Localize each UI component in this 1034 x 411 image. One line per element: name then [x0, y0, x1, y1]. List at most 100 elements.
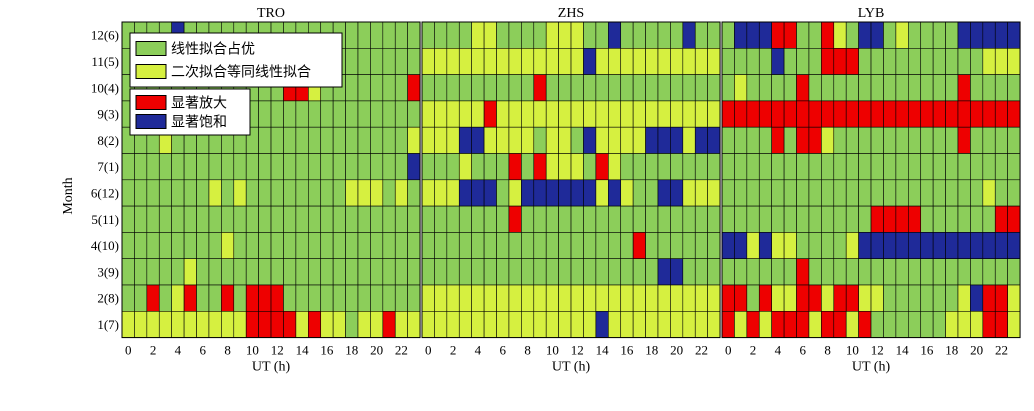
- heatmap-cell: [345, 100, 359, 128]
- heatmap-cell: [483, 126, 497, 154]
- heatmap-cell: [620, 21, 634, 49]
- heatmap-cell: [583, 74, 597, 102]
- heatmap-cell: [270, 258, 284, 286]
- heatmap-cell: [970, 258, 984, 286]
- heatmap-cell: [1007, 179, 1021, 207]
- heatmap-cell: [920, 21, 934, 49]
- heatmap-cell: [558, 258, 572, 286]
- heatmap-cell: [657, 310, 671, 338]
- heatmap-cell: [994, 100, 1008, 128]
- heatmap-cell: [657, 179, 671, 207]
- heatmap-cell: [796, 47, 810, 75]
- heatmap-cell: [320, 310, 334, 338]
- x-tick-label: 22: [695, 343, 708, 358]
- heatmap-cell: [357, 284, 371, 312]
- heatmap-cell: [545, 126, 559, 154]
- heatmap-cell: [883, 179, 897, 207]
- heatmap-cell: [320, 100, 334, 128]
- heatmap-cell: [707, 74, 721, 102]
- heatmap-cell: [295, 179, 309, 207]
- heatmap-cell: [307, 179, 322, 207]
- heatmap-cell: [858, 21, 872, 49]
- heatmap-cell: [421, 310, 435, 338]
- heatmap-cell: [607, 232, 622, 259]
- heatmap-cell: [845, 179, 859, 207]
- heatmap-cell: [533, 232, 547, 259]
- x-tick-label: 22: [995, 343, 1008, 358]
- heatmap-cell: [434, 153, 448, 181]
- heatmap-cell: [883, 284, 897, 312]
- heatmap-cell: [833, 21, 847, 49]
- heatmap-cell: [270, 153, 284, 181]
- heatmap-cell: [208, 284, 222, 312]
- heatmap-cell: [746, 126, 760, 154]
- heatmap-cell: [670, 47, 684, 75]
- heatmap-cell: [694, 21, 708, 49]
- heatmap-cell: [357, 153, 371, 181]
- heatmap-cell: [808, 205, 822, 233]
- panel-frame: [421, 21, 721, 339]
- heatmap-cell: [345, 179, 359, 207]
- y-tick-label: 8(2): [97, 133, 119, 148]
- heatmap-cell: [158, 310, 172, 338]
- heatmap-cell: [570, 232, 584, 259]
- heatmap-cell: [245, 310, 259, 338]
- heatmap-cell: [670, 153, 684, 181]
- heatmap-cell: [1007, 232, 1021, 259]
- heatmap-cell: [558, 310, 572, 338]
- heatmap-cell: [707, 47, 721, 75]
- heatmap-cell: [382, 179, 396, 207]
- heatmap-cell: [632, 284, 646, 312]
- heatmap-cell: [682, 100, 696, 128]
- x-tick-label: 10: [546, 343, 559, 358]
- heatmap-cell: [545, 179, 559, 207]
- heatmap-cell: [607, 126, 622, 154]
- heatmap-cell: [407, 100, 421, 128]
- heatmap-cell: [407, 126, 421, 154]
- heatmap-cell: [883, 100, 897, 128]
- heatmap-cell: [357, 310, 371, 338]
- heatmap-cell: [570, 21, 584, 49]
- heatmap-cell: [682, 258, 696, 286]
- heatmap-cell: [771, 153, 785, 181]
- heatmap-cell: [970, 310, 984, 338]
- heatmap-cell: [245, 232, 259, 259]
- heatmap-cell: [258, 100, 272, 128]
- heatmap-cell: [258, 179, 272, 207]
- x-tick-label: 6: [799, 343, 806, 358]
- heatmap-cell: [595, 258, 609, 286]
- heatmap-cell: [707, 310, 721, 338]
- heatmap-cell: [570, 284, 584, 312]
- heatmap-cell: [434, 21, 448, 49]
- heatmap-cell: [645, 232, 659, 259]
- heatmap-cell: [758, 21, 772, 49]
- heatmap-cell: [471, 153, 485, 181]
- heatmap-cell: [345, 205, 359, 233]
- heatmap-cell: [858, 126, 872, 154]
- heatmap-cell: [332, 258, 346, 286]
- heatmap-cell: [508, 232, 522, 259]
- heatmap-cell: [670, 74, 684, 102]
- heatmap-cell: [158, 205, 172, 233]
- heatmap-cell: [558, 179, 572, 207]
- heatmap-cell: [183, 153, 197, 181]
- heatmap-cell: [858, 258, 872, 286]
- heatmap-cell: [883, 74, 897, 102]
- heatmap-cell: [907, 232, 922, 259]
- heatmap-cell: [870, 258, 884, 286]
- heatmap-cell: [982, 21, 996, 49]
- heatmap-cell: [146, 310, 160, 338]
- heatmap-cell: [796, 179, 810, 207]
- heatmap-cell: [121, 179, 135, 207]
- heatmap-cell: [870, 126, 884, 154]
- heatmap-cell: [970, 153, 984, 181]
- heatmap-cell: [746, 284, 760, 312]
- x-tick-label: 2: [750, 343, 757, 358]
- heatmap-cell: [858, 47, 872, 75]
- heatmap-cell: [370, 179, 384, 207]
- heatmap-cell: [233, 179, 247, 207]
- heatmap-cell: [1007, 258, 1021, 286]
- heatmap-cell: [570, 126, 584, 154]
- heatmap-cell: [394, 100, 408, 128]
- heatmap-cell: [982, 258, 996, 286]
